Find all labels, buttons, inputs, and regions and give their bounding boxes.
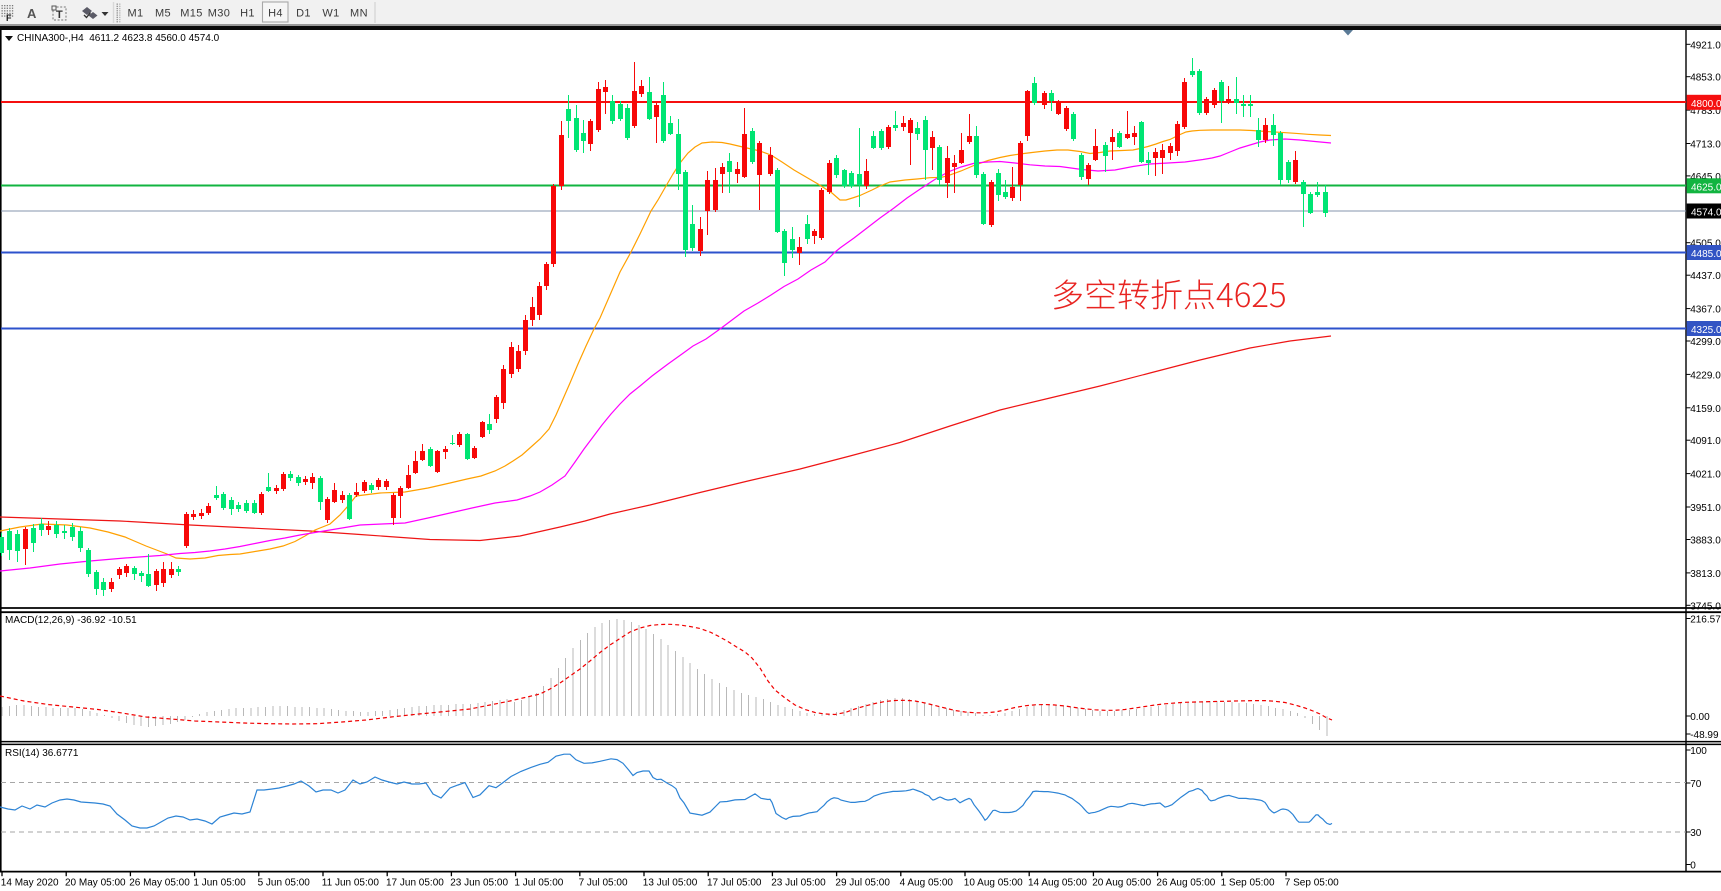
svg-text:14 May 2020: 14 May 2020: [1, 878, 59, 889]
svg-text:A: A: [27, 6, 37, 21]
svg-text:RSI(14) 36.6771: RSI(14) 36.6771: [5, 748, 79, 759]
svg-text:T: T: [56, 9, 63, 21]
svg-text:23 Jun 05:00: 23 Jun 05:00: [450, 878, 508, 889]
svg-text:100: 100: [1690, 746, 1707, 757]
svg-text:MN: MN: [350, 8, 368, 20]
svg-text:1 Jun 05:00: 1 Jun 05:00: [193, 878, 246, 889]
svg-text:4625.0: 4625.0: [1691, 182, 1721, 193]
svg-text:1 Sep 05:00: 1 Sep 05:00: [1221, 878, 1275, 889]
svg-text:1 Jul 05:00: 1 Jul 05:00: [514, 878, 563, 889]
svg-text:M15: M15: [180, 8, 203, 20]
svg-text:4645.0: 4645.0: [1690, 172, 1721, 183]
svg-text:M5: M5: [155, 8, 171, 20]
svg-text:M1: M1: [127, 8, 143, 20]
svg-text:4800.0: 4800.0: [1691, 99, 1721, 110]
svg-text:29 Jul 05:00: 29 Jul 05:00: [835, 878, 890, 889]
svg-text:14 Aug 05:00: 14 Aug 05:00: [1028, 878, 1087, 889]
svg-text:216.57: 216.57: [1690, 615, 1721, 626]
svg-text:3813.0: 3813.0: [1690, 569, 1721, 580]
svg-text:26 May 05:00: 26 May 05:00: [129, 878, 190, 889]
svg-text:3883.0: 3883.0: [1690, 536, 1721, 547]
svg-text:M30: M30: [208, 8, 231, 20]
svg-text:4485.0: 4485.0: [1691, 249, 1721, 260]
svg-text:3745.0: 3745.0: [1690, 601, 1721, 612]
svg-text:7 Jul 05:00: 7 Jul 05:00: [579, 878, 628, 889]
svg-text:4 Aug 05:00: 4 Aug 05:00: [900, 878, 954, 889]
svg-text:5 Jun 05:00: 5 Jun 05:00: [258, 878, 311, 889]
svg-text:4159.0: 4159.0: [1690, 404, 1721, 415]
svg-text:4783.0: 4783.0: [1690, 106, 1721, 117]
svg-text:0.00: 0.00: [1690, 712, 1710, 723]
svg-text:20 Aug 05:00: 20 Aug 05:00: [1092, 878, 1151, 889]
svg-text:4367.0: 4367.0: [1690, 305, 1721, 316]
svg-text:0: 0: [1690, 861, 1696, 872]
svg-text:70: 70: [1690, 779, 1702, 790]
svg-text:13 Jul 05:00: 13 Jul 05:00: [643, 878, 698, 889]
svg-text:H4: H4: [268, 8, 283, 20]
svg-text:4091.0: 4091.0: [1690, 436, 1721, 447]
svg-text:4505.0: 4505.0: [1690, 239, 1721, 250]
svg-text:MACD(12,26,9) -36.92 -10.51: MACD(12,26,9) -36.92 -10.51: [5, 615, 137, 626]
svg-text:17 Jul 05:00: 17 Jul 05:00: [707, 878, 762, 889]
svg-text:F: F: [6, 13, 12, 23]
svg-text:4021.0: 4021.0: [1690, 470, 1721, 481]
svg-text:4574.0: 4574.0: [1691, 208, 1721, 219]
svg-text:20 May 05:00: 20 May 05:00: [65, 878, 126, 889]
svg-text:4299.0: 4299.0: [1690, 337, 1721, 348]
svg-text:W1: W1: [322, 8, 339, 20]
svg-text:4325.0: 4325.0: [1691, 325, 1721, 336]
svg-text:D1: D1: [296, 8, 311, 20]
svg-text:7 Sep 05:00: 7 Sep 05:00: [1285, 878, 1339, 889]
svg-text:30: 30: [1690, 828, 1702, 839]
svg-text:26 Aug 05:00: 26 Aug 05:00: [1156, 878, 1215, 889]
svg-text:4713.0: 4713.0: [1690, 140, 1721, 151]
svg-text:H1: H1: [240, 8, 255, 20]
svg-text:10 Aug 05:00: 10 Aug 05:00: [964, 878, 1023, 889]
svg-text:CHINA300-,H4 4611.2 4623.8 45: CHINA300-,H4 4611.2 4623.8 4560.0 4574.0: [17, 33, 220, 44]
svg-text:3951.0: 3951.0: [1690, 503, 1721, 514]
svg-text:11 Jun 05:00: 11 Jun 05:00: [322, 878, 380, 889]
svg-text:4229.0: 4229.0: [1690, 370, 1721, 381]
svg-text:-48.99: -48.99: [1690, 730, 1719, 741]
svg-text:17 Jun 05:00: 17 Jun 05:00: [386, 878, 444, 889]
svg-text:23 Jul 05:00: 23 Jul 05:00: [771, 878, 826, 889]
svg-text:4437.0: 4437.0: [1690, 271, 1721, 282]
svg-text:4853.0: 4853.0: [1690, 73, 1721, 84]
svg-text:4921.0: 4921.0: [1690, 40, 1721, 51]
